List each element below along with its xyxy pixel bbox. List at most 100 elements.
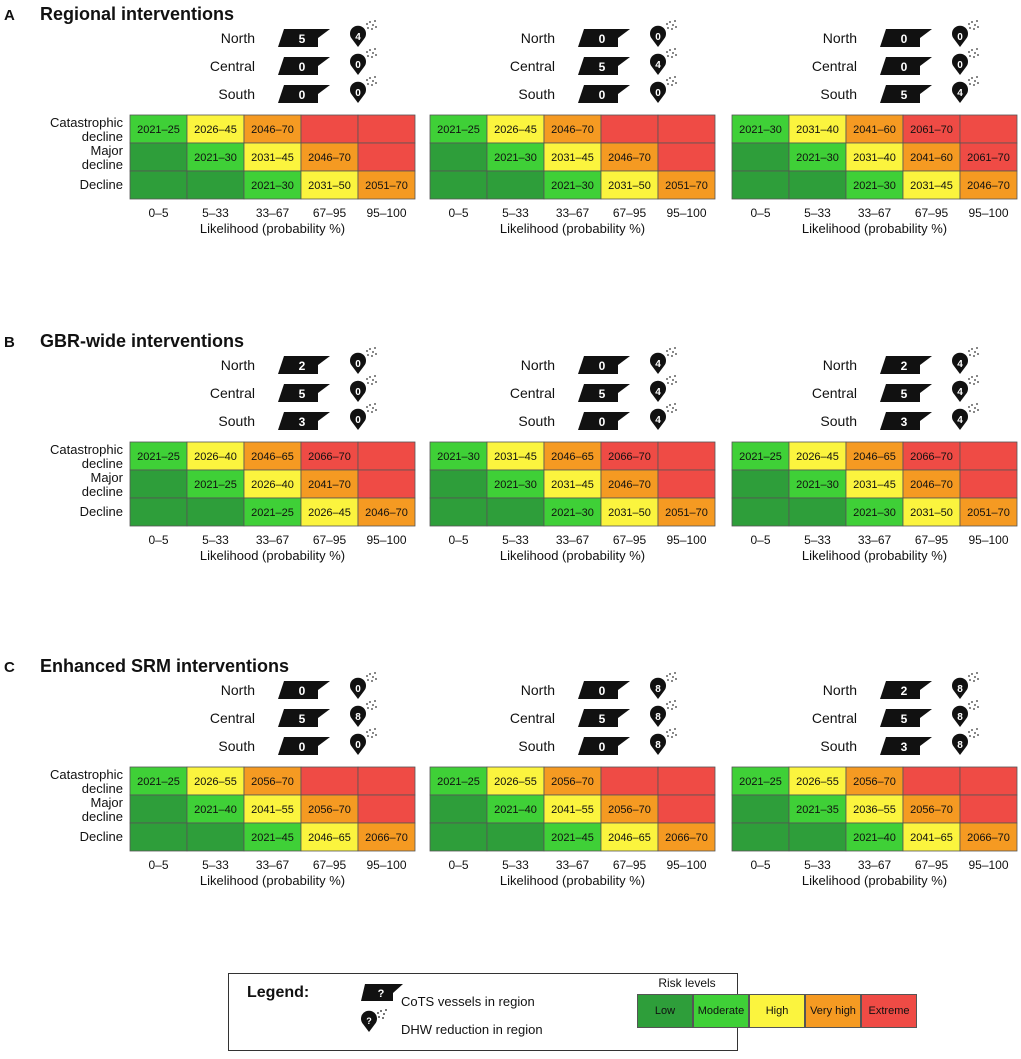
heat-dot [977,678,979,680]
vessel-legend-text: CoTS vessels in region [401,994,535,1009]
heat-dot [969,735,971,737]
heat-dot [675,82,677,84]
heat-dot [674,76,676,78]
x-tick-label: 67–95 [915,533,949,547]
cell-label: 2021–30 [251,180,294,192]
region-label: South [518,86,555,102]
x-tick-label: 0–5 [448,206,468,220]
x-tick-label: 67–95 [613,206,647,220]
heat-dot [667,354,669,356]
region-label: Central [812,385,857,401]
heat-dot [969,27,971,29]
heat-dot [968,79,970,81]
vessel-count: 0 [299,740,306,754]
dhw-icon [952,53,968,75]
heatmap-cell [129,766,188,796]
vessel-count: 0 [599,359,606,373]
vessel-count: 2 [901,359,908,373]
vessel-count: 5 [901,88,908,102]
heat-dot [666,378,668,380]
heatmap-cell [845,497,904,527]
heat-dot [968,731,970,733]
heatmap-cell [300,822,359,852]
heatmap-cell [788,497,847,527]
heatmap-cell [600,469,659,499]
y-tick-label: decline [82,157,123,172]
x-tick-label: 95–100 [366,533,406,547]
heat-dot [367,55,369,57]
vessel-icon [880,85,932,103]
heat-dot [973,708,975,710]
heat-dot [977,26,979,28]
region-label: South [518,738,555,754]
x-axis-title: Likelihood (probability %) [200,221,345,236]
dhw-count: 8 [655,740,661,751]
heat-dot [675,381,677,383]
dhw-icon [649,733,666,755]
heat-dot [667,410,669,412]
heatmap-cell [129,794,188,824]
heat-dot [369,376,371,378]
heatmap-cell [959,822,1018,852]
heatmap-cell [959,441,1018,471]
cell-label: 2021–40 [494,804,537,816]
dhw-icon [349,53,366,75]
heat-dot [375,82,377,84]
heat-dot [374,20,376,22]
heat-dot [671,680,673,682]
vessel-count: 0 [599,684,606,698]
vessel-icon [578,29,630,47]
heat-dot [367,735,369,737]
x-tick-label: 95–100 [666,858,706,872]
vessel-icon [578,57,630,75]
heat-dot [371,680,373,682]
cell-label: 2021–30 [796,152,839,164]
heatmap-cell [543,114,602,144]
heat-dot [372,80,374,82]
heat-dot [971,77,973,79]
heat-dot [371,708,373,710]
heat-dot [667,55,669,57]
heatmap-cell [486,114,545,144]
heat-dot [375,26,377,28]
heat-dot [973,736,975,738]
heat-dot [366,406,368,408]
heatmap-cell [731,794,790,824]
heatmap-panel: North 2 4 Central 5 4 South 3 4 2021–25 2026–45 204… [731,347,1018,563]
heat-dot [366,23,368,25]
heatmap-cell [129,497,188,527]
heatmap-cell [788,794,847,824]
vessel-icon [278,384,330,402]
heatmap-cell [657,441,716,471]
heatmap-cell [129,170,188,200]
heatmap-cell [959,469,1018,499]
cell-label: 2051–70 [365,180,408,192]
heat-dot [671,84,673,86]
heat-dot [974,732,976,734]
cell-label: 2021–25 [739,451,782,463]
dhw-icon [952,81,968,103]
heat-dot [976,403,978,405]
heat-dot [974,351,976,353]
heat-dot [367,410,369,412]
heat-dot [674,20,676,22]
x-tick-label: 0–5 [448,858,468,872]
cell-label: 2051–70 [967,507,1010,519]
heatmap-cell [731,469,790,499]
dhw-icon [649,352,666,374]
heat-dot [374,403,376,405]
cell-label: 2046–70 [551,124,594,136]
region-label: Central [510,710,555,726]
region-label: Central [210,710,255,726]
heatmap-cell [486,170,545,200]
heat-dot [969,55,971,57]
vessel-icon [578,681,630,699]
dhw-count: 4 [957,359,963,370]
heatmap-panel: North 0 8 Central 5 8 South 0 8 2021–25 2026–55 205… [429,672,716,888]
heat-dot [977,706,979,708]
heatmap-cell [600,766,659,796]
heat-dot [969,382,971,384]
heatmap-cell [357,142,416,172]
cell-label: 2056–70 [910,804,953,816]
heat-dot [973,56,975,58]
